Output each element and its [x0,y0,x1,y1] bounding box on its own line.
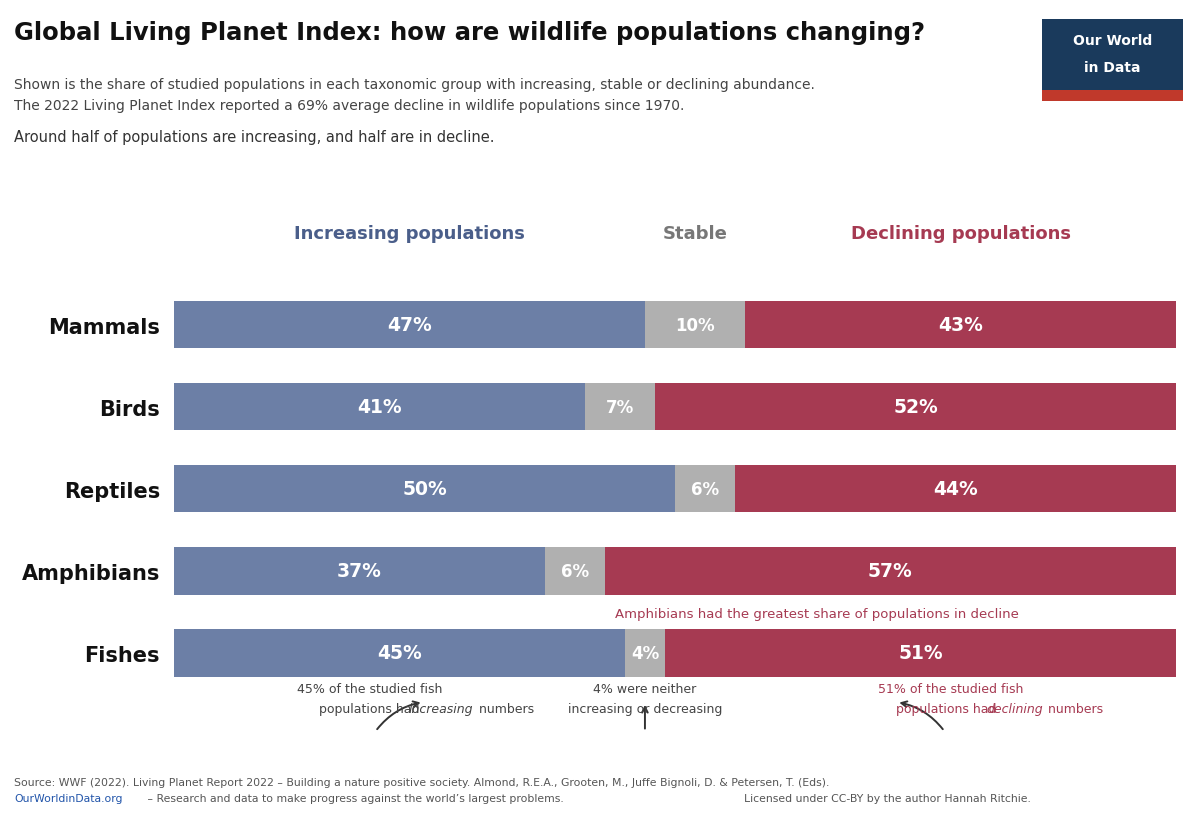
Text: numbers: numbers [475,701,534,715]
Text: in Data: in Data [1084,60,1141,74]
Bar [665,630,1176,677]
Text: OurWorldinData.org: OurWorldinData.org [14,793,122,803]
Text: Our World: Our World [1073,33,1152,48]
Bar [174,301,644,349]
Bar [625,630,665,677]
Text: populations had: populations had [319,701,424,715]
Bar [644,301,745,349]
Text: 37%: 37% [337,562,382,580]
Text: – Research and data to make progress against the world’s largest problems.: – Research and data to make progress aga… [144,793,564,803]
Text: increasing or decreasing: increasing or decreasing [568,701,722,715]
Text: 10%: 10% [676,316,715,334]
Text: Increasing populations: Increasing populations [294,225,524,243]
Bar [736,466,1176,512]
Text: 43%: 43% [938,316,983,334]
Text: Source: WWF (2022). Living Planet Report 2022 – Building a nature positive socie: Source: WWF (2022). Living Planet Report… [14,777,829,788]
Text: 51% of the studied fish: 51% of the studied fish [878,682,1024,696]
Bar [1042,20,1183,102]
Text: increasing: increasing [409,701,474,715]
Text: Around half of populations are increasing, and half are in decline.: Around half of populations are increasin… [14,130,494,145]
Text: 44%: 44% [934,480,978,498]
Text: Shown is the share of studied populations in each taxonomic group with increasin: Shown is the share of studied population… [14,78,815,92]
Text: populations had: populations had [896,701,1001,715]
Text: 41%: 41% [358,398,402,416]
Bar [655,384,1176,431]
Text: 45%: 45% [377,644,422,662]
Bar [674,466,736,512]
Text: Licensed under CC-BY by the author Hannah Ritchie.: Licensed under CC-BY by the author Hanna… [744,793,1031,803]
Bar [174,384,584,431]
Text: 52%: 52% [893,398,938,416]
Bar [174,466,674,512]
Text: Global Living Planet Index: how are wildlife populations changing?: Global Living Planet Index: how are wild… [14,21,925,45]
Bar [174,630,625,677]
Text: 6%: 6% [560,562,589,580]
Bar [584,384,655,431]
Bar [545,548,605,594]
Text: 4% were neither: 4% were neither [593,682,696,696]
Text: The 2022 Living Planet Index reported a 69% average decline in wildlife populati: The 2022 Living Planet Index reported a … [14,99,685,113]
Text: 57%: 57% [868,562,913,580]
Bar [174,548,545,594]
Text: 7%: 7% [606,398,634,416]
Text: 45% of the studied fish: 45% of the studied fish [296,682,442,696]
Text: Stable: Stable [662,225,727,243]
Bar [745,301,1176,349]
Text: 50%: 50% [402,480,446,498]
Text: Declining populations: Declining populations [851,225,1070,243]
Bar [605,548,1176,594]
Text: declining: declining [986,701,1043,715]
Bar [1042,91,1183,102]
Text: 51%: 51% [898,644,943,662]
Text: Amphibians had the greatest share of populations in decline: Amphibians had the greatest share of pop… [614,607,1019,620]
Text: 47%: 47% [388,316,432,334]
Text: 4%: 4% [631,644,659,662]
Text: numbers: numbers [1044,701,1103,715]
Text: 6%: 6% [691,480,719,498]
